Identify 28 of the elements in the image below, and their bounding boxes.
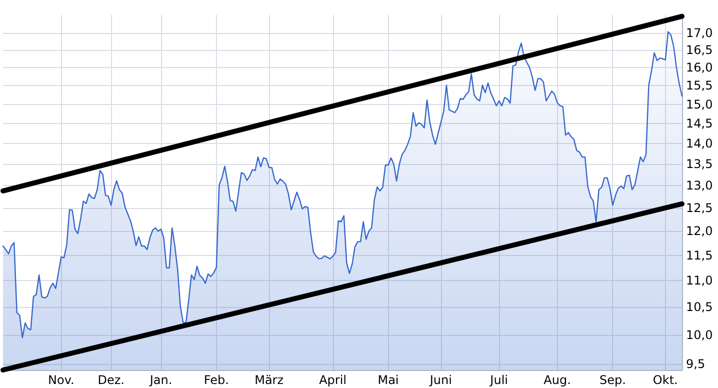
y-tick-label: 13,5 — [686, 157, 713, 172]
y-tick-label: 16,5 — [686, 43, 713, 58]
x-tick-label: Jan. — [148, 373, 172, 387]
x-tick-label: Mai — [378, 373, 399, 387]
y-tick-label: 15,5 — [686, 78, 713, 93]
y-tick-label: 11,5 — [686, 248, 713, 262]
x-tick-label: Sep. — [599, 373, 626, 387]
x-tick-label: Juli — [489, 373, 508, 387]
y-tick-label: 11,0 — [686, 274, 713, 288]
x-tick-label: März — [254, 373, 284, 387]
y-tick-label: 14,0 — [686, 136, 713, 150]
x-tick-label: Juni — [428, 373, 452, 387]
x-tick-label: April — [319, 373, 347, 387]
y-tick-label: 10,5 — [686, 300, 713, 314]
y-tick-label: 15,0 — [686, 97, 713, 112]
x-tick-label: Nov. — [48, 373, 74, 387]
y-tick-label: 16,0 — [686, 60, 713, 75]
y-tick-label: 9,5 — [686, 356, 706, 371]
y-tick-label: 12,0 — [686, 224, 713, 238]
y-tick-label: 14,5 — [686, 116, 713, 131]
y-tick-label: 17,0 — [686, 26, 713, 40]
x-tick-label: Aug. — [544, 373, 571, 387]
x-tick-label: Feb. — [204, 373, 229, 387]
y-tick-label: 12,5 — [686, 200, 713, 215]
x-tick-label: Dez. — [98, 373, 124, 387]
x-tick-label: Okt. — [652, 373, 678, 387]
y-tick-label: 13,0 — [686, 178, 713, 193]
y-tick-label: 10,0 — [686, 328, 713, 342]
